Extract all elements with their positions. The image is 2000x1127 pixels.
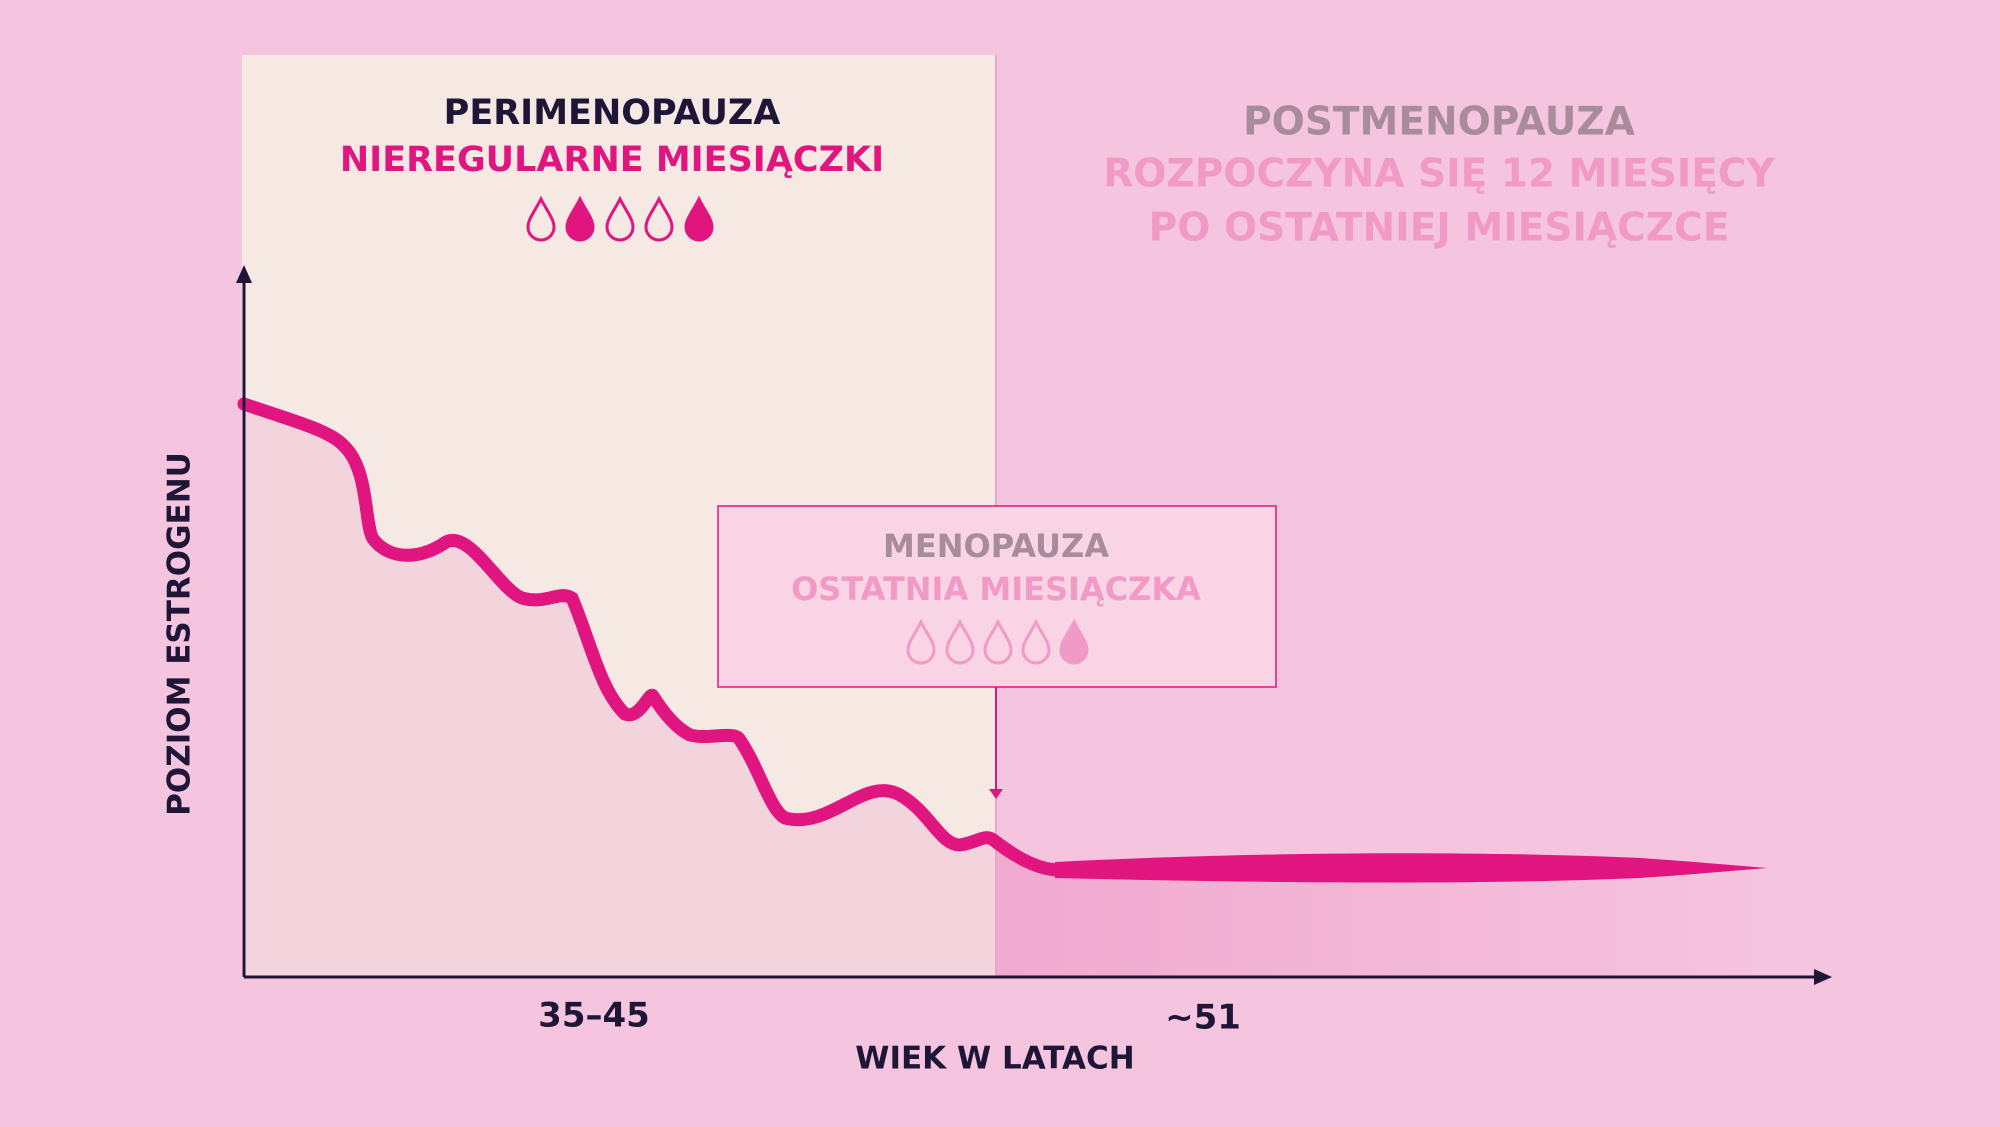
x-axis-arrow xyxy=(1814,969,1832,985)
y-axis-arrow xyxy=(236,265,252,283)
menopause-box xyxy=(717,505,1277,688)
estrogen-curve-tail xyxy=(1055,853,1768,883)
perimenopause-title: PERIMENOPAUZA xyxy=(444,93,781,133)
perimenopause-subtitle: NIEREGULARNE MIESIĄCZKI xyxy=(340,140,884,180)
y-axis-label: POZIOM ESTROGENU xyxy=(162,452,198,816)
x-axis-label: WIEK W LATACH xyxy=(855,1041,1134,1077)
menopause-subtitle: OSTATNIA MIESIĄCZKA xyxy=(791,570,1201,608)
postmenopause-subtitle: ROZPOCZYNA SIĘ 12 MIESIĘCY xyxy=(1103,152,1775,197)
estrogen-curve xyxy=(237,397,1067,877)
postmenopause-subtitle: PO OSTATNIEJ MIESIĄCZCE xyxy=(1149,206,1730,251)
menopause-title: MENOPAUZA xyxy=(883,527,1109,565)
x-label: ~51 xyxy=(1165,998,1241,1038)
postmenopause-title: POSTMENOPAUZA xyxy=(1243,100,1635,145)
x-label: 35–45 xyxy=(538,996,650,1036)
curve-area xyxy=(244,404,996,977)
menopause-pointer-head xyxy=(989,789,1003,799)
